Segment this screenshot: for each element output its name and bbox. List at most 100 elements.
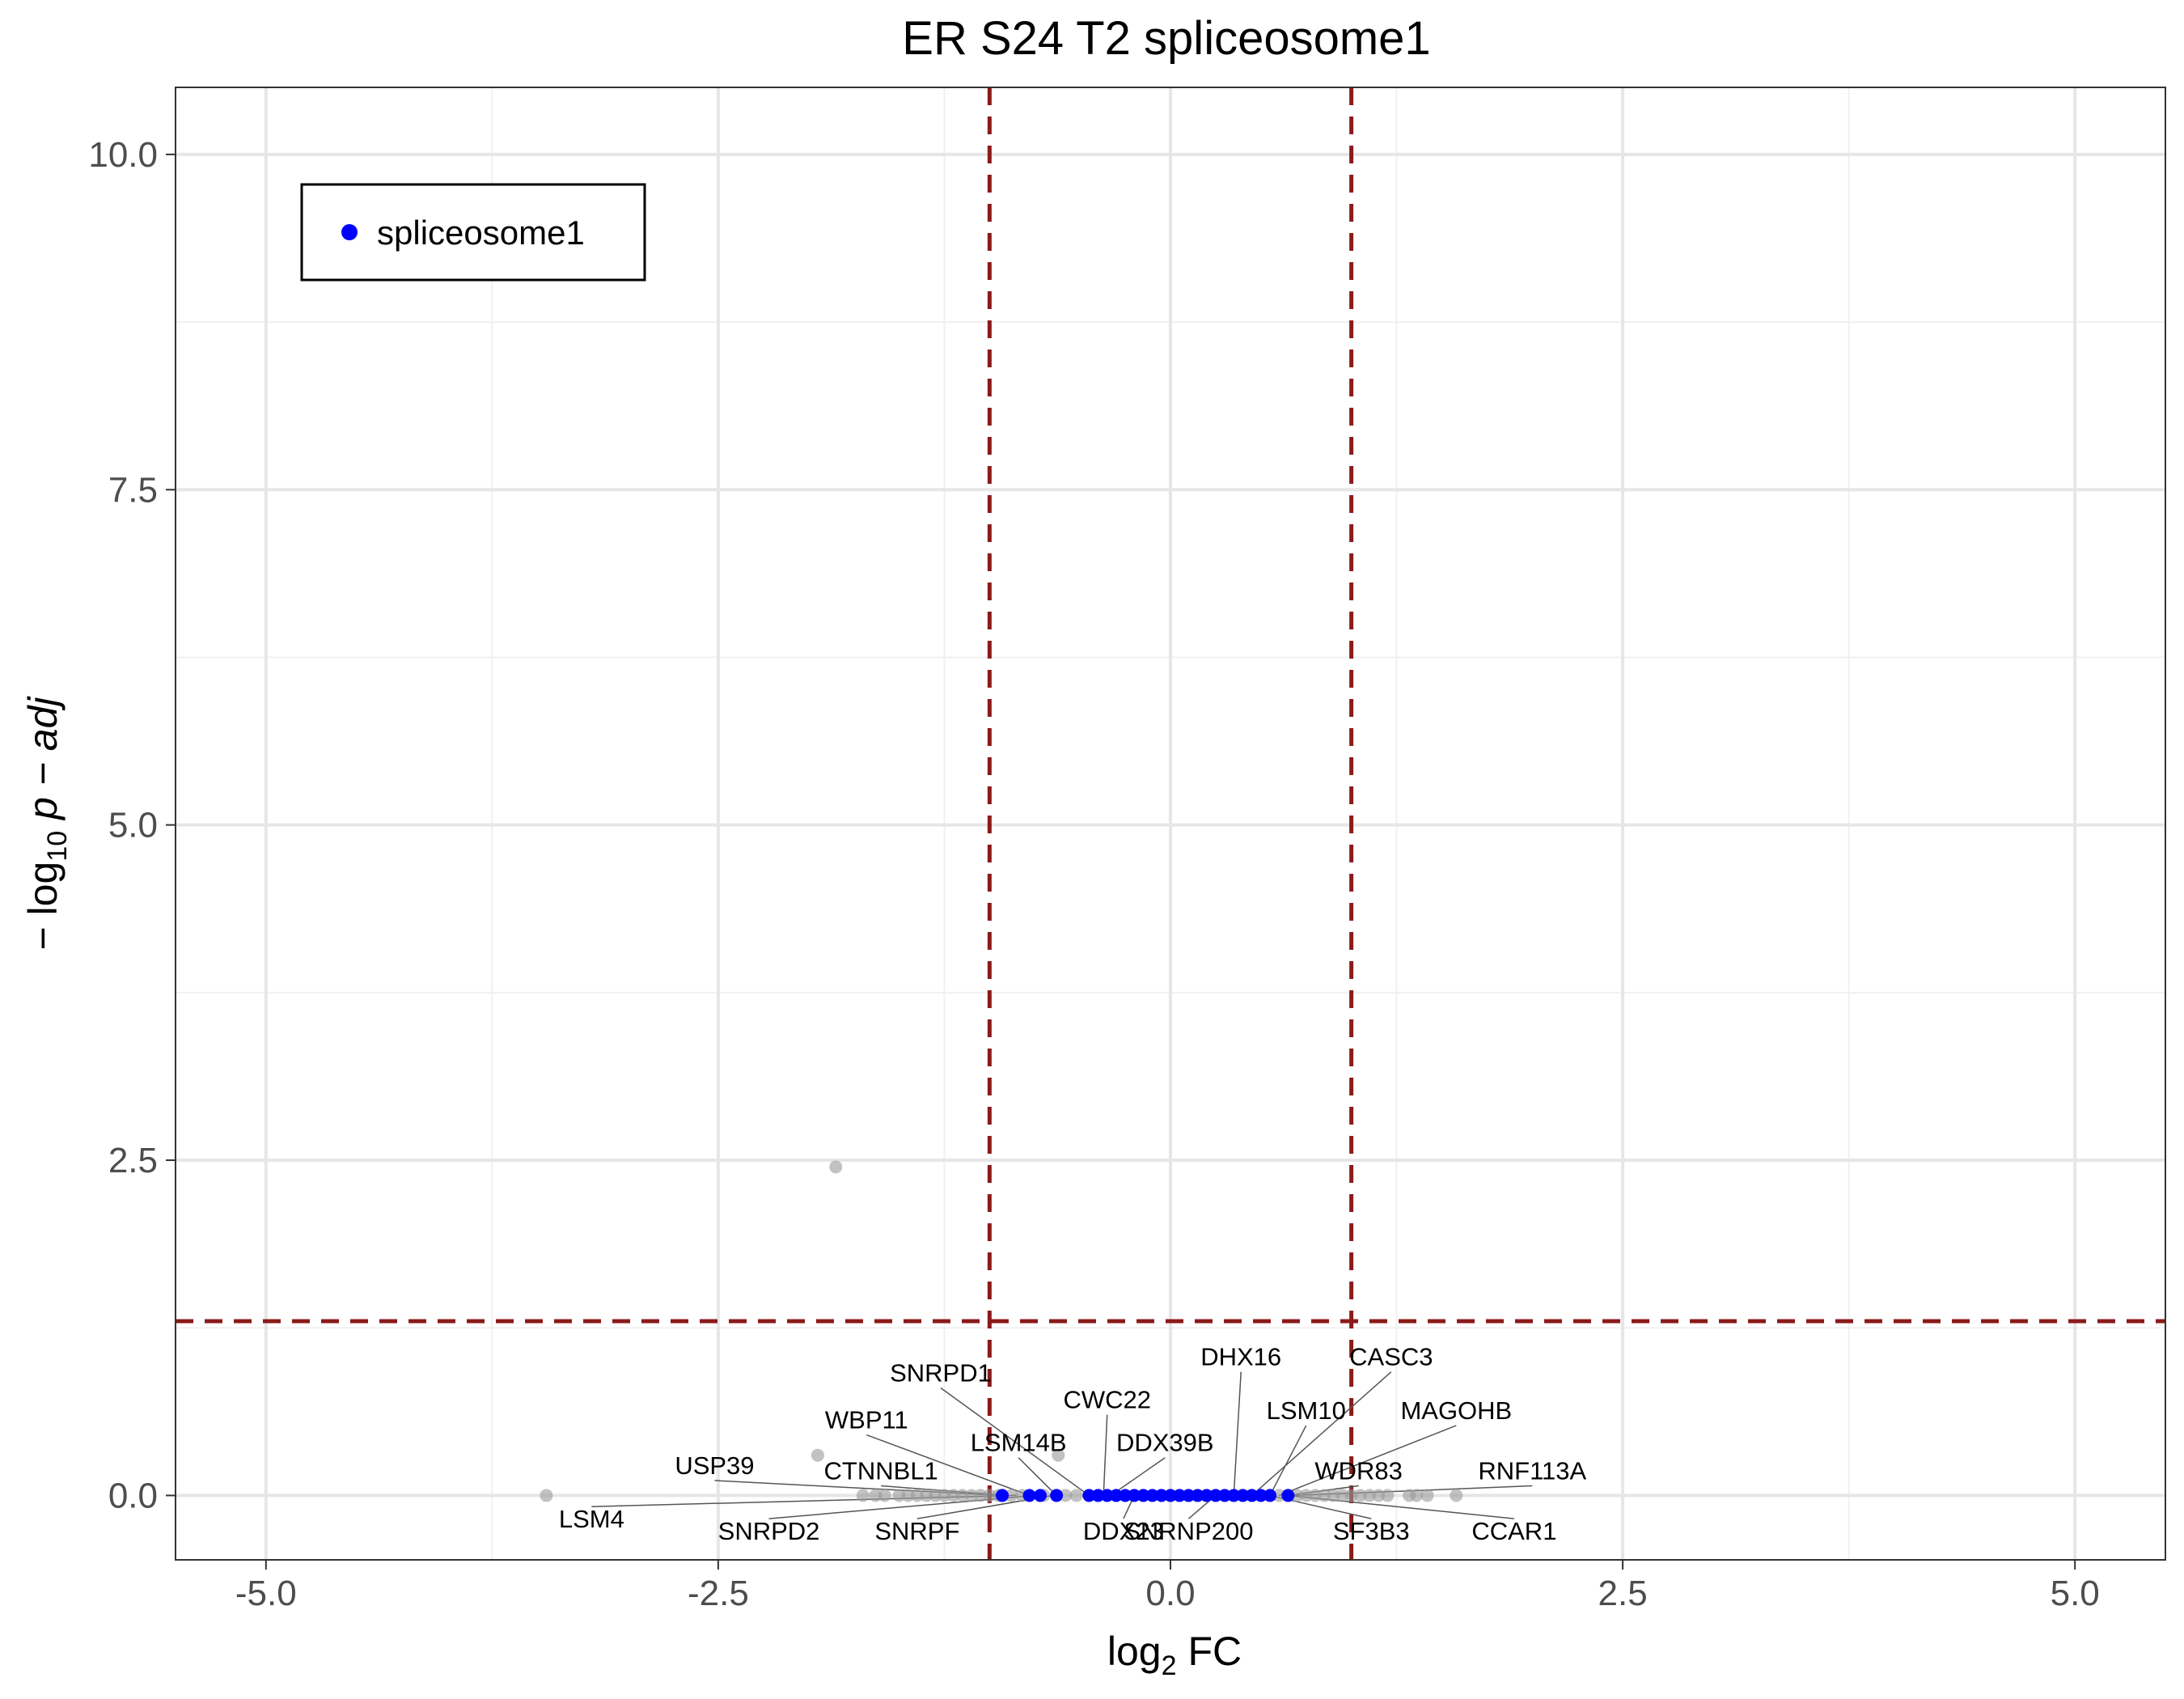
highlighted-point xyxy=(1254,1489,1268,1502)
x-axis-ticks: -5.0 -2.5 0.0 2.5 5.0 xyxy=(235,1560,2100,1613)
label-leader-line xyxy=(1110,1457,1166,1497)
highlighted-point xyxy=(1281,1489,1295,1502)
background-point xyxy=(1299,1489,1313,1502)
background-point xyxy=(901,1489,915,1502)
background-point xyxy=(1420,1489,1434,1502)
legend-swatch xyxy=(341,224,358,240)
highlighted-point xyxy=(1263,1489,1276,1502)
highlighted-point xyxy=(1173,1489,1187,1502)
x-tick-label: -5.0 xyxy=(235,1574,297,1613)
gene-label: WDR83 xyxy=(1314,1457,1403,1485)
highlighted-point xyxy=(1245,1489,1259,1502)
x-tick-label: 5.0 xyxy=(2051,1574,2100,1613)
gene-label: SF3B3 xyxy=(1333,1517,1410,1545)
highlighted-point xyxy=(1100,1489,1114,1502)
background-point xyxy=(938,1489,951,1502)
background-point xyxy=(1290,1489,1304,1502)
background-point xyxy=(965,1489,978,1502)
background-point xyxy=(974,1489,988,1502)
gene-label: MAGOHB xyxy=(1400,1396,1512,1425)
highlighted-point xyxy=(1091,1489,1105,1502)
label-leader-line xyxy=(1018,1457,1057,1496)
background-point xyxy=(869,1489,882,1502)
gene-label: CWC22 xyxy=(1063,1386,1151,1414)
background-point xyxy=(856,1489,870,1502)
gene-label: WBP11 xyxy=(825,1406,908,1434)
highlighted-point xyxy=(1050,1489,1064,1502)
chart-title: ER S24 T2 spliceosome1 xyxy=(902,12,1430,65)
background-point xyxy=(983,1489,997,1502)
background-point xyxy=(892,1489,906,1502)
gene-label: SNRPD1 xyxy=(890,1359,992,1388)
y-axis-title: − log10 p − adj xyxy=(20,696,73,951)
background-point xyxy=(910,1489,924,1502)
y-tick-label: 7.5 xyxy=(108,470,158,510)
highlighted-point xyxy=(996,1489,1009,1502)
background-point xyxy=(1372,1489,1386,1502)
y-tick-label: 0.0 xyxy=(108,1476,158,1515)
highlighted-point xyxy=(1136,1489,1150,1502)
highlighted-point xyxy=(1182,1489,1196,1502)
background-point xyxy=(1335,1489,1349,1502)
gene-label: DHX16 xyxy=(1200,1343,1281,1371)
gene-label: RNF113A xyxy=(1478,1457,1586,1485)
background-point xyxy=(1069,1489,1083,1502)
gene-label: SNRPD2 xyxy=(718,1517,820,1545)
background-point xyxy=(920,1489,933,1502)
background-point xyxy=(1344,1489,1358,1502)
highlighted-point xyxy=(1218,1489,1232,1502)
label-leader-line xyxy=(940,1387,1090,1497)
gene-label: LSM14B xyxy=(971,1429,1067,1457)
background-point xyxy=(1308,1489,1322,1502)
label-leader-line xyxy=(1269,1425,1307,1496)
background-point xyxy=(1327,1489,1340,1502)
x-tick-label: 0.0 xyxy=(1145,1574,1195,1613)
highlighted-point xyxy=(1208,1489,1222,1502)
label-leader-line xyxy=(1251,1371,1392,1496)
y-axis-ticks: 0.0 2.5 5.0 7.5 10.0 xyxy=(88,135,176,1515)
background-point xyxy=(540,1489,553,1502)
gene-label: CASC3 xyxy=(1349,1343,1433,1371)
background-point xyxy=(1450,1489,1463,1502)
label-leader-line xyxy=(1278,1425,1457,1497)
highlighted-point xyxy=(1119,1489,1132,1502)
gene-label: LSM10 xyxy=(1267,1396,1346,1425)
highlighted-point xyxy=(1164,1489,1177,1502)
gene-labels: SNRPD1 CWC22 WBP11 LSM14B DDX39B USP39 CTNNBL1… xyxy=(559,1343,1587,1545)
gene-label: CTNNBL1 xyxy=(824,1457,938,1485)
highlighted-point xyxy=(1191,1489,1204,1502)
highlighted-point xyxy=(1109,1489,1123,1502)
data-points xyxy=(540,1160,1463,1502)
legend: spliceosome1 xyxy=(300,183,646,282)
x-tick-label: -2.5 xyxy=(688,1574,749,1613)
label-leader-line xyxy=(866,1434,1030,1497)
label-leader-line xyxy=(1103,1414,1108,1496)
y-tick-label: 2.5 xyxy=(108,1141,158,1180)
gene-label: SNRNP200 xyxy=(1124,1517,1253,1545)
highlighted-point xyxy=(1227,1489,1241,1502)
background-point xyxy=(946,1489,960,1502)
background-point xyxy=(1005,1489,1018,1502)
highlighted-point xyxy=(1200,1489,1213,1502)
y-tick-label: 5.0 xyxy=(108,806,158,845)
background-point xyxy=(1272,1489,1286,1502)
gene-label: DDX39B xyxy=(1116,1429,1214,1457)
y-tick-label: 10.0 xyxy=(88,135,158,175)
gene-label: SNRPF xyxy=(874,1517,959,1545)
highlighted-point xyxy=(1236,1489,1250,1502)
highlighted-point xyxy=(1022,1489,1036,1502)
legend-label: spliceosome1 xyxy=(377,214,585,252)
background-point xyxy=(1052,1448,1065,1462)
background-point xyxy=(929,1489,942,1502)
background-point xyxy=(1363,1489,1376,1502)
background-point xyxy=(1381,1489,1395,1502)
background-point xyxy=(811,1448,824,1462)
background-point xyxy=(878,1489,891,1502)
legend-box xyxy=(300,183,646,282)
background-point xyxy=(1318,1489,1331,1502)
x-axis-title: log2 FC xyxy=(1107,1629,1242,1681)
gene-label: CCAR1 xyxy=(1471,1517,1556,1545)
highlighted-point xyxy=(1154,1489,1168,1502)
gene-label: LSM4 xyxy=(559,1505,624,1533)
